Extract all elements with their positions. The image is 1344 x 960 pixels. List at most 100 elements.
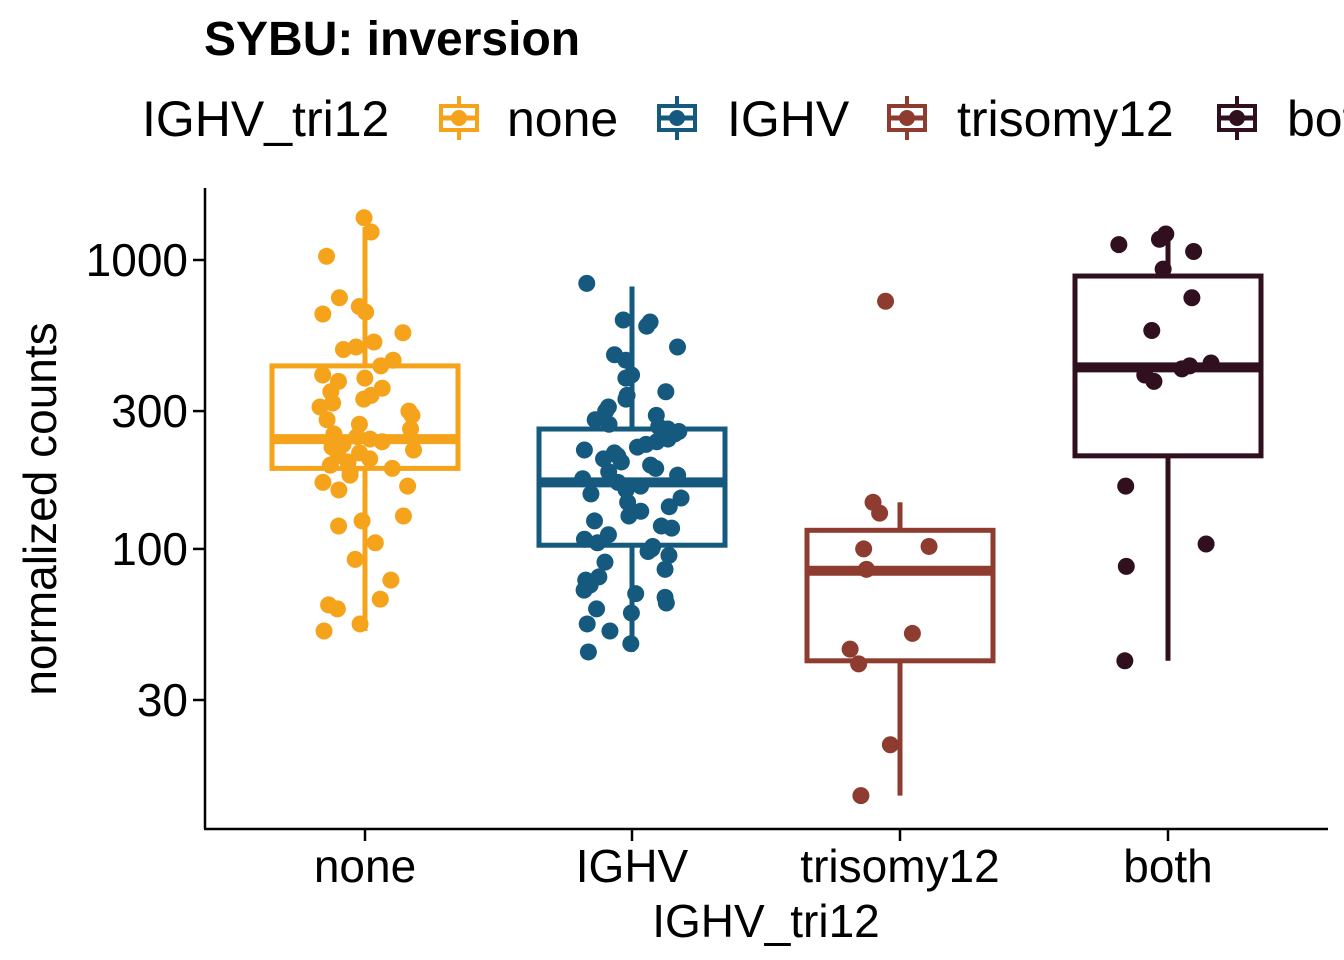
data-point (612, 453, 630, 471)
data-point (1185, 243, 1203, 261)
data-point (362, 223, 380, 241)
data-point (850, 655, 868, 673)
data-point (857, 560, 875, 578)
x-axis-ticks: none IGHV trisomy12 both (314, 829, 1213, 892)
data-point (575, 581, 593, 599)
data-point (366, 534, 384, 552)
data-point (614, 311, 632, 329)
data-point (357, 303, 375, 321)
legend-label-none: none (507, 91, 618, 147)
data-point (586, 512, 604, 530)
data-point (619, 493, 637, 511)
data-point (330, 289, 348, 307)
data-point (394, 507, 412, 525)
data-point (334, 341, 352, 359)
data-point (586, 411, 604, 429)
data-point (574, 470, 592, 488)
data-point (405, 441, 423, 459)
data-point (373, 433, 391, 451)
data-point (1173, 360, 1191, 378)
data-point (578, 615, 596, 633)
data-point (617, 390, 635, 408)
data-point (660, 498, 678, 516)
data-point (383, 459, 401, 477)
series-both (1072, 225, 1264, 670)
data-point (1154, 260, 1172, 278)
data-point (672, 489, 690, 507)
plot-area (269, 209, 1264, 805)
data-point (318, 247, 336, 265)
data-point (353, 512, 371, 530)
data-point (575, 441, 593, 459)
data-point (1197, 535, 1215, 553)
data-point (881, 736, 899, 754)
data-point (403, 406, 421, 424)
data-point (315, 622, 333, 640)
legend-label-trisomy12: trisomy12 (957, 91, 1174, 147)
legend-label-ighv: IGHV (727, 91, 850, 147)
data-point (402, 420, 420, 438)
data-point (638, 317, 656, 335)
data-point (639, 542, 657, 560)
data-point (620, 507, 638, 525)
y-axis-ticks: 30 100 300 1000 (86, 234, 205, 726)
data-point (617, 369, 635, 387)
data-point (321, 456, 339, 474)
data-point (1117, 557, 1135, 575)
legend-title: IGHV_tri12 (142, 91, 389, 147)
data-point (355, 209, 373, 227)
y-tick-label: 100 (111, 523, 188, 575)
legend-key-both (1217, 96, 1257, 140)
data-point (617, 351, 635, 369)
y-axis-label: normalized counts (14, 322, 66, 695)
data-point (318, 411, 336, 429)
data-point (627, 585, 645, 603)
data-point (348, 427, 366, 445)
data-point (841, 640, 859, 658)
data-point (341, 466, 359, 484)
data-point (852, 787, 870, 805)
data-point (382, 571, 400, 589)
data-point (669, 338, 687, 356)
box (804, 527, 996, 664)
series-trisomy12 (804, 292, 996, 805)
data-point (647, 459, 665, 477)
series-none (269, 209, 461, 640)
data-point (314, 366, 332, 384)
data-point (1145, 372, 1163, 390)
data-point (628, 438, 646, 456)
legend-label-both: both (1287, 91, 1344, 147)
legend-key-trisomy12 (887, 96, 927, 140)
data-point (346, 550, 364, 568)
data-point (920, 537, 938, 555)
data-point (1110, 236, 1128, 254)
data-point (632, 477, 650, 495)
data-point (575, 530, 593, 548)
data-point (657, 594, 675, 612)
data-point (399, 477, 417, 495)
data-point (311, 398, 329, 416)
legend-key-ighv (657, 96, 697, 140)
y-tick-label: 300 (111, 385, 188, 437)
data-point (669, 466, 687, 484)
data-point (1202, 354, 1220, 372)
data-point (356, 369, 374, 387)
data-point (579, 643, 597, 661)
data-point (1116, 652, 1134, 670)
data-point (372, 357, 390, 375)
data-point (903, 624, 921, 642)
data-point (855, 540, 873, 558)
y-tick-label: 1000 (86, 234, 188, 286)
data-point (657, 383, 675, 401)
x-tick-label-trisomy12: trisomy12 (800, 840, 999, 892)
data-point (355, 390, 373, 408)
data-point (601, 622, 619, 640)
data-point (600, 415, 618, 433)
data-point (328, 600, 346, 618)
data-point (330, 481, 348, 499)
x-tick-label-none: none (314, 840, 416, 892)
data-point (596, 553, 614, 571)
data-point (622, 604, 640, 622)
data-point (622, 635, 640, 653)
